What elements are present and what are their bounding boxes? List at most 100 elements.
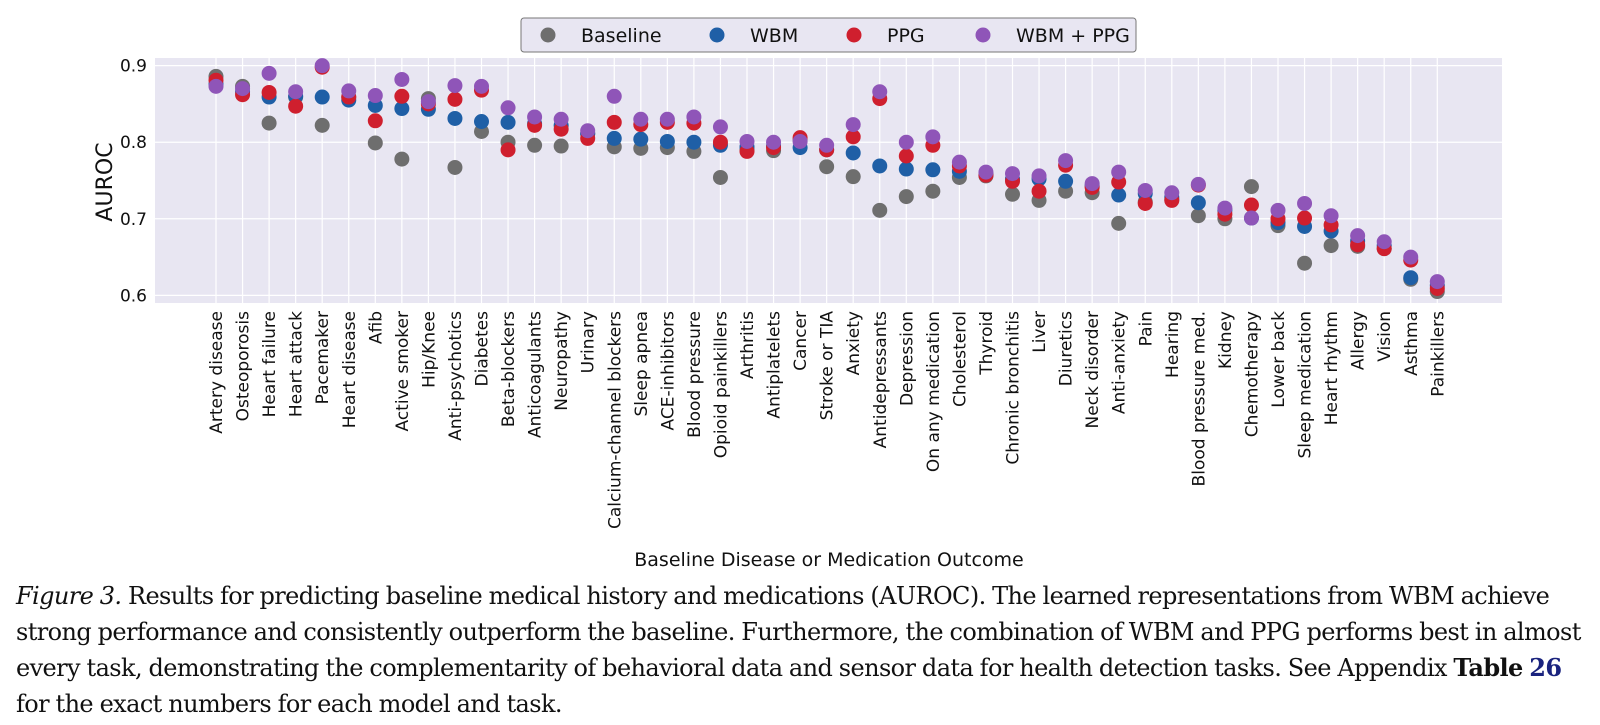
data-point bbox=[367, 135, 383, 151]
x-tick-label: Anticoagulants bbox=[526, 311, 546, 438]
x-tick-label: Antiplatelets bbox=[765, 311, 785, 419]
data-point bbox=[1217, 200, 1233, 216]
data-point bbox=[394, 88, 410, 104]
x-tick-label: Chronic bronchitis bbox=[1004, 311, 1024, 465]
data-point bbox=[872, 158, 888, 174]
x-tick-label: Kidney bbox=[1216, 311, 1236, 369]
data-point bbox=[872, 202, 888, 218]
x-tick-label: Hearing bbox=[1163, 311, 1183, 378]
x-tick-label: Heart attack bbox=[287, 311, 307, 417]
data-point bbox=[792, 133, 808, 149]
x-tick-label: Diabetes bbox=[473, 311, 493, 387]
data-point bbox=[845, 145, 861, 161]
data-point bbox=[1084, 176, 1100, 192]
x-axis-ticks: Artery disease Osteoporosis Heart failure H… bbox=[207, 311, 1448, 529]
x-tick-label: Anxiety bbox=[844, 311, 864, 375]
x-tick-label: Sleep medication bbox=[1296, 311, 1316, 459]
data-point bbox=[1190, 176, 1206, 192]
data-point bbox=[898, 148, 914, 164]
auroc-scatter-chart: 0.6 0.7 0.8 0.9 Artery disease Osteoporosis H… bbox=[93, 17, 1502, 570]
x-tick-label: Chemotherapy bbox=[1242, 311, 1262, 437]
data-point bbox=[553, 138, 569, 154]
data-point bbox=[1323, 208, 1339, 224]
data-point bbox=[208, 78, 224, 94]
data-point bbox=[633, 111, 649, 127]
data-point bbox=[1031, 183, 1047, 199]
data-point bbox=[606, 130, 622, 146]
legend-box bbox=[520, 17, 1137, 53]
data-point bbox=[951, 154, 967, 170]
x-tick-label: Hip/Knee bbox=[419, 311, 439, 388]
data-point bbox=[420, 94, 436, 110]
data-point bbox=[686, 109, 702, 125]
data-point bbox=[819, 159, 835, 175]
data-point bbox=[659, 111, 675, 127]
x-tick-label: Afib bbox=[366, 311, 386, 344]
data-point bbox=[845, 129, 861, 145]
data-point bbox=[1137, 182, 1153, 198]
data-point bbox=[1376, 234, 1392, 250]
data-point bbox=[394, 101, 410, 117]
caption-text: Results for predicting baseline medical … bbox=[16, 582, 1581, 682]
table-reference-word: Table bbox=[1453, 653, 1523, 682]
x-tick-label: Neuropathy bbox=[552, 311, 572, 411]
x-tick-label: Vision bbox=[1375, 311, 1395, 362]
x-tick-label: Anti-anxiety bbox=[1110, 311, 1130, 414]
y-axis-label: AUROC bbox=[93, 142, 118, 221]
legend-label: WBM + PPG bbox=[1016, 25, 1130, 47]
x-tick-label: Anti-psychotics bbox=[446, 311, 466, 441]
x-tick-label: Depression bbox=[897, 311, 917, 406]
data-point bbox=[1243, 179, 1259, 195]
x-tick-label: Pain bbox=[1136, 311, 1156, 346]
data-point bbox=[394, 151, 410, 167]
x-tick-label: Blood pressure med. bbox=[1189, 311, 1209, 486]
legend: Baseline WBM PPG WBM + PPG bbox=[520, 17, 1137, 53]
data-point bbox=[288, 98, 304, 114]
data-point bbox=[1403, 249, 1419, 265]
y-tick-label: 0.6 bbox=[120, 286, 147, 306]
x-tick-label: Cholesterol bbox=[950, 311, 970, 407]
data-point bbox=[1403, 270, 1419, 286]
x-tick-label: Diuretics bbox=[1057, 311, 1077, 386]
legend-label: PPG bbox=[887, 25, 925, 47]
y-tick-label: 0.7 bbox=[120, 210, 147, 230]
table-reference-link[interactable]: 26 bbox=[1529, 653, 1562, 682]
x-tick-label: Allergy bbox=[1349, 311, 1369, 370]
data-point bbox=[314, 117, 330, 133]
x-tick-label: Lower back bbox=[1269, 311, 1289, 408]
data-point bbox=[261, 115, 277, 131]
legend-marker bbox=[846, 27, 862, 43]
legend-label: Baseline bbox=[581, 25, 662, 47]
legend-marker bbox=[540, 27, 556, 43]
data-point bbox=[898, 134, 914, 150]
data-point bbox=[288, 84, 304, 100]
data-point bbox=[474, 114, 489, 130]
data-point bbox=[447, 91, 463, 107]
data-point bbox=[1190, 208, 1206, 224]
data-point bbox=[1058, 153, 1074, 169]
figure-caption: Figure 3. Results for predicting baselin… bbox=[16, 578, 1588, 722]
data-point bbox=[1005, 186, 1020, 202]
data-point bbox=[1297, 255, 1313, 271]
x-tick-label: Sleep apnea bbox=[632, 311, 652, 417]
x-tick-label: Liver bbox=[1030, 311, 1050, 353]
data-point bbox=[898, 189, 914, 205]
data-point bbox=[1243, 210, 1259, 226]
series-wbm-ppg bbox=[208, 58, 1445, 290]
data-points bbox=[208, 58, 1445, 300]
data-point bbox=[712, 134, 728, 150]
data-point bbox=[1111, 164, 1127, 180]
x-tick-label: Stroke or TIA bbox=[818, 311, 838, 421]
legend-marker bbox=[975, 27, 991, 43]
x-tick-label: Thyroid bbox=[977, 311, 997, 376]
data-point bbox=[845, 117, 861, 133]
data-point bbox=[845, 169, 861, 185]
data-point bbox=[553, 111, 569, 127]
x-tick-label: Osteoporosis bbox=[234, 311, 254, 422]
x-tick-label: Neck disorder bbox=[1083, 311, 1103, 428]
x-tick-label: Pacemaker bbox=[313, 311, 333, 404]
data-point bbox=[633, 131, 649, 147]
data-point bbox=[766, 134, 782, 150]
legend-marker bbox=[709, 27, 725, 43]
data-point bbox=[712, 119, 728, 135]
